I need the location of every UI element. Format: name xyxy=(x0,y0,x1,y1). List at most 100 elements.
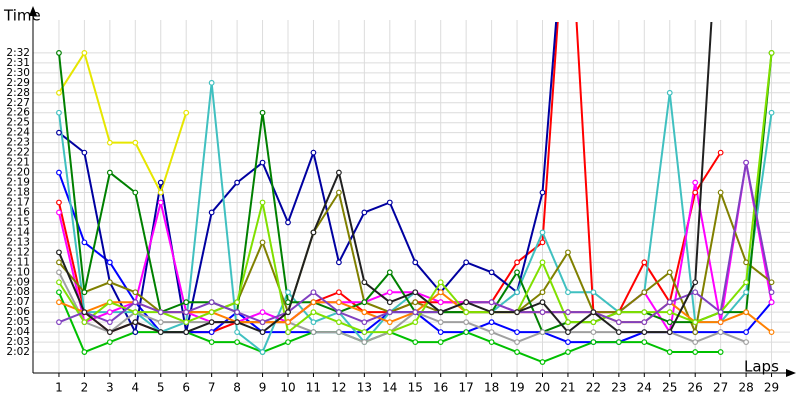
y-tick-label: 2:20 xyxy=(6,167,30,179)
point xyxy=(310,319,317,326)
point xyxy=(259,309,266,316)
x-tick-label: 28 xyxy=(738,381,753,395)
point xyxy=(81,349,88,355)
point xyxy=(768,109,775,116)
point xyxy=(336,319,342,326)
point xyxy=(437,279,444,286)
y-tick-label: 2:24 xyxy=(6,127,30,139)
point xyxy=(132,189,139,196)
point xyxy=(259,349,266,355)
point xyxy=(336,309,342,316)
point xyxy=(463,329,470,336)
point xyxy=(437,309,444,316)
x-tick-label: 22 xyxy=(586,381,601,395)
x-tick-label: 29 xyxy=(764,381,779,395)
point xyxy=(234,339,241,345)
x-tick-label: 24 xyxy=(637,381,652,395)
x-tick-label: 14 xyxy=(382,381,397,395)
point xyxy=(310,309,317,316)
point xyxy=(259,319,266,326)
point xyxy=(56,50,62,56)
point xyxy=(437,289,444,296)
y-tick-label: 2:27 xyxy=(6,97,30,109)
point xyxy=(183,309,190,316)
x-tick-label: 27 xyxy=(713,381,728,395)
point xyxy=(132,309,139,316)
point xyxy=(514,329,520,336)
point xyxy=(106,319,113,326)
x-tick-label: 6 xyxy=(182,381,190,395)
point xyxy=(565,289,571,296)
point xyxy=(106,139,113,146)
point xyxy=(183,319,190,326)
point xyxy=(336,259,342,266)
point xyxy=(56,129,62,136)
x-tick-label: 16 xyxy=(433,381,448,395)
point xyxy=(437,299,444,306)
point xyxy=(590,339,597,345)
x-tick-label: 5 xyxy=(157,381,165,395)
point xyxy=(132,139,139,146)
y-tick-label: 2:23 xyxy=(6,137,30,149)
point xyxy=(56,89,62,96)
point xyxy=(56,299,62,306)
point xyxy=(234,179,241,186)
point xyxy=(539,329,546,336)
point xyxy=(437,339,444,345)
point xyxy=(208,309,215,316)
point xyxy=(310,289,317,296)
point xyxy=(641,319,648,326)
y-tick-label: 2:07 xyxy=(6,296,30,308)
point xyxy=(234,319,241,326)
point xyxy=(259,199,266,206)
point xyxy=(615,319,622,326)
point xyxy=(539,189,546,196)
point xyxy=(285,339,291,345)
y-tick-label: 2:22 xyxy=(6,147,30,159)
point xyxy=(514,289,520,296)
point xyxy=(666,299,673,306)
point xyxy=(539,359,546,365)
point xyxy=(259,329,266,336)
point xyxy=(386,289,393,296)
point xyxy=(641,289,648,296)
x-tick-label: 1 xyxy=(55,381,63,395)
x-axis-arrow xyxy=(786,369,796,377)
x-tick-label: 3 xyxy=(106,381,114,395)
point xyxy=(488,309,495,316)
point xyxy=(157,329,164,336)
point xyxy=(157,179,164,186)
x-tick-label: 23 xyxy=(611,381,626,395)
point xyxy=(259,239,266,246)
point xyxy=(666,319,673,326)
y-tick-label: 2:10 xyxy=(6,266,30,278)
point xyxy=(106,329,113,336)
x-tick-label: 20 xyxy=(535,381,550,395)
point xyxy=(488,269,495,276)
y-tick-label: 2:11 xyxy=(6,256,30,268)
point xyxy=(386,299,393,306)
point xyxy=(488,299,495,306)
point xyxy=(565,339,571,345)
point xyxy=(56,269,62,276)
point xyxy=(56,199,62,206)
point xyxy=(310,149,317,156)
point xyxy=(208,209,215,216)
point xyxy=(106,309,113,316)
y-tick-label: 2:12 xyxy=(6,246,30,258)
point xyxy=(259,159,266,166)
x-tick-label: 10 xyxy=(280,381,295,395)
point xyxy=(285,299,291,306)
point xyxy=(310,299,317,306)
point xyxy=(565,309,571,316)
point xyxy=(157,199,164,206)
point xyxy=(310,229,317,236)
point xyxy=(514,309,520,316)
point xyxy=(412,339,419,345)
x-tick-label: 18 xyxy=(484,381,499,395)
point xyxy=(412,289,419,296)
point xyxy=(743,259,749,266)
point xyxy=(488,329,495,336)
x-axis-title: Laps xyxy=(744,358,779,376)
